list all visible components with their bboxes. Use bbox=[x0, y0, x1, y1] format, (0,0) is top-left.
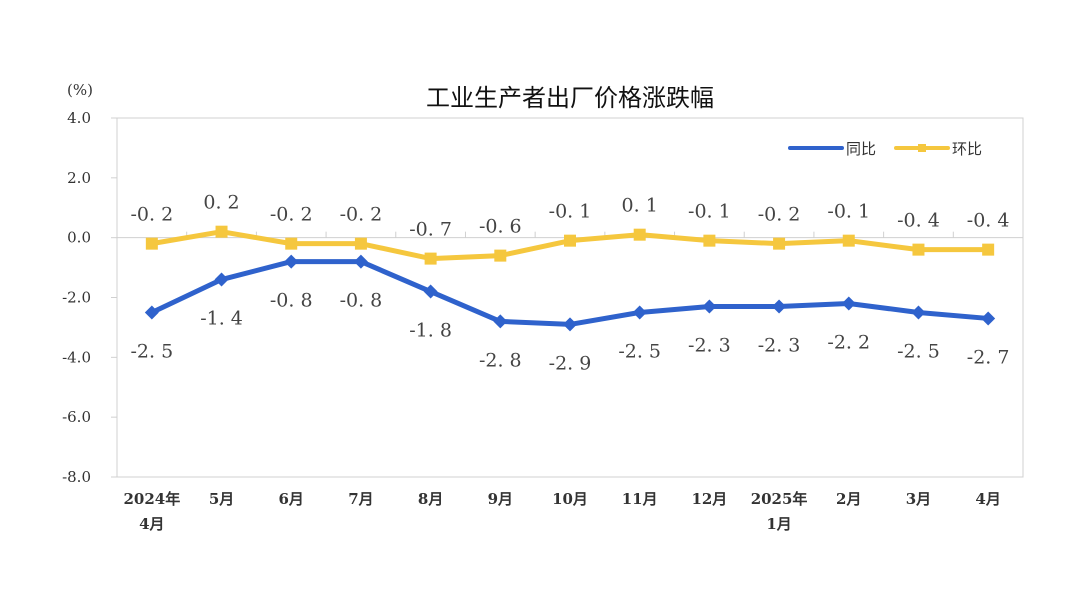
x-tick-label: 9月 bbox=[488, 490, 513, 508]
x-tick-label: 10月 bbox=[552, 490, 588, 508]
data-point bbox=[423, 284, 438, 299]
data-label: -2. 2 bbox=[827, 331, 870, 353]
data-label: -0. 4 bbox=[897, 210, 940, 232]
data-point bbox=[564, 234, 576, 247]
data-point bbox=[214, 272, 229, 287]
y-tick-label: 0.0 bbox=[67, 229, 91, 247]
y-tick-label: 4.0 bbox=[67, 109, 91, 127]
data-point bbox=[982, 243, 995, 256]
data-point bbox=[703, 234, 716, 247]
data-point bbox=[354, 237, 367, 250]
data-label: -1. 8 bbox=[409, 320, 452, 342]
x-tick-label: 2025年 bbox=[751, 490, 808, 508]
data-label: -2. 5 bbox=[131, 340, 174, 362]
data-point bbox=[353, 254, 368, 269]
data-point bbox=[144, 305, 159, 320]
data-label: -2. 9 bbox=[549, 352, 592, 374]
data-label: 0. 2 bbox=[203, 192, 239, 214]
y-tick-label: 2.0 bbox=[67, 169, 91, 187]
data-point bbox=[493, 314, 508, 329]
data-point bbox=[494, 249, 507, 262]
legend-label: 同比 bbox=[846, 140, 876, 158]
data-point bbox=[842, 234, 855, 247]
legend: 同比 环比 bbox=[788, 140, 982, 158]
data-label: -0. 2 bbox=[758, 204, 801, 226]
data-label: -0. 7 bbox=[409, 219, 452, 241]
data-label: -1. 4 bbox=[200, 308, 243, 330]
x-tick-label: 3月 bbox=[906, 490, 931, 508]
data-label: -0. 1 bbox=[827, 201, 870, 223]
plot-area bbox=[116, 117, 1024, 478]
x-tick-label: 7月 bbox=[348, 490, 373, 508]
data-point bbox=[215, 225, 228, 238]
data-point bbox=[633, 228, 646, 241]
x-tick-label: 4月 bbox=[975, 490, 1000, 508]
data-point bbox=[772, 299, 787, 314]
y-tick-label: -8.0 bbox=[62, 468, 91, 486]
y-tick-label: -4.0 bbox=[62, 348, 91, 366]
data-label: -0. 8 bbox=[270, 290, 313, 312]
data-point bbox=[841, 296, 856, 311]
data-label: -2. 8 bbox=[479, 349, 522, 371]
x-tick-label: 4月 bbox=[139, 515, 164, 533]
data-label: -2. 3 bbox=[688, 334, 731, 356]
y-tick-label: -2.0 bbox=[62, 289, 91, 307]
x-tick-label: 6月 bbox=[279, 490, 304, 508]
x-tick-label: 2024年 bbox=[123, 490, 180, 508]
legend-marker bbox=[918, 144, 926, 152]
data-point bbox=[981, 311, 996, 326]
legend-label: 环比 bbox=[952, 140, 982, 158]
data-point bbox=[284, 254, 299, 269]
data-label: -0. 1 bbox=[688, 201, 731, 223]
x-tick-label: 12月 bbox=[691, 490, 727, 508]
data-label: -0. 4 bbox=[967, 210, 1010, 232]
data-point bbox=[285, 237, 298, 250]
data-label: 0. 1 bbox=[622, 195, 658, 217]
x-tick-label: 5月 bbox=[209, 490, 234, 508]
x-tick-label: 1月 bbox=[766, 515, 791, 533]
data-label: -0. 2 bbox=[131, 204, 174, 226]
data-label: -2. 5 bbox=[618, 340, 661, 362]
data-point bbox=[912, 243, 925, 256]
chart-title: 工业生产者出厂价格涨跌幅 bbox=[426, 84, 714, 112]
y-axis-unit: (%) bbox=[67, 81, 93, 99]
data-label: -0. 1 bbox=[549, 201, 592, 223]
data-label: -0. 6 bbox=[479, 216, 522, 238]
data-label: -0. 8 bbox=[340, 290, 383, 312]
data-label: -2. 5 bbox=[897, 340, 940, 362]
data-point bbox=[773, 237, 786, 250]
data-label: -2. 3 bbox=[758, 334, 801, 356]
y-tick-label: -6.0 bbox=[62, 408, 91, 426]
data-point bbox=[145, 237, 158, 250]
data-point bbox=[632, 305, 647, 320]
data-label: -0. 2 bbox=[340, 204, 383, 226]
data-point bbox=[702, 299, 717, 314]
data-point bbox=[424, 252, 437, 265]
x-tick-label: 8月 bbox=[418, 490, 443, 508]
data-label: -0. 2 bbox=[270, 204, 313, 226]
data-label: -2. 7 bbox=[967, 346, 1010, 368]
x-tick-label: 2月 bbox=[836, 490, 861, 508]
data-point bbox=[563, 317, 577, 332]
x-tick-label: 11月 bbox=[622, 490, 658, 508]
data-point bbox=[911, 305, 926, 320]
